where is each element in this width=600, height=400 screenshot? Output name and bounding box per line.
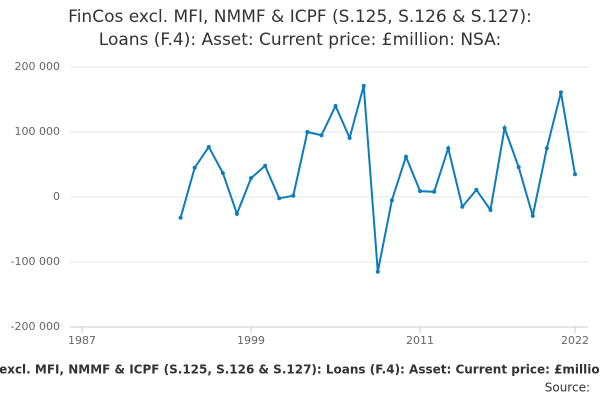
x-tick-label: 1999 [237,334,265,347]
point [502,126,507,131]
point [446,146,451,151]
point [333,104,338,108]
point [460,204,465,209]
point [573,172,577,177]
point [530,213,535,218]
x-tick-label: 2022 [561,334,589,347]
point [263,163,268,168]
point [178,215,183,220]
point [474,187,479,192]
point [488,208,493,212]
y-tick-label: -200 000 [11,320,60,333]
chart-title: FinCos excl. MFI, NMMF & ICPF (S.125, S.… [68,7,532,27]
y-tick-label: 200 000 [15,60,61,73]
point [234,211,239,216]
line [179,85,576,272]
chart-title: Loans (F.4): Asset: Current price: £mill… [99,30,501,50]
point [220,170,225,175]
y-tick-label: 0 [53,190,60,203]
point [291,193,296,198]
x-tick-label: 2011 [406,334,434,347]
footer-title: FinCos excl. MFI, NMMF & ICPF (S.125, S.… [0,363,600,377]
point [192,165,197,170]
point [361,83,366,88]
point [403,154,408,159]
point [544,146,549,151]
y-tick-label: 100 000 [15,125,61,138]
point [319,133,324,138]
source: Source: [545,381,590,395]
point [389,198,394,203]
point [277,196,282,201]
point [418,189,423,194]
y-tick-label: -100 000 [11,255,60,268]
point [249,176,254,181]
point [206,144,211,149]
x-tick-label: 1987 [68,334,96,347]
point [375,269,380,274]
point [558,90,563,95]
point [432,189,437,194]
point [516,165,521,170]
point [305,130,310,134]
point [347,135,352,140]
